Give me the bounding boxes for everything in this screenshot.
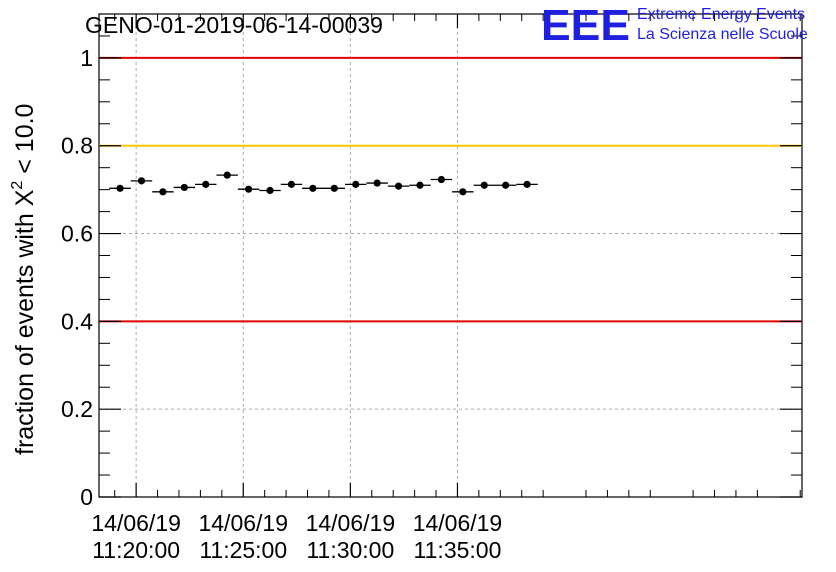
y-tick-label: 0.6 [61, 221, 93, 247]
x-tick-label-date: 14/06/19 [306, 510, 396, 536]
x-tick-label-date: 14/06/19 [413, 510, 503, 536]
eee-logo-letters: EEE [541, 1, 630, 50]
y-axis-label: fraction of events with X2 < 10.0 [9, 104, 39, 455]
x-tick-label-date: 14/06/19 [198, 510, 288, 536]
x-axis: 14/06/1911:20:0014/06/1911:25:0014/06/19… [91, 14, 801, 563]
y-tick-label: 0 [80, 484, 93, 510]
data-point [309, 184, 317, 192]
data-point [416, 181, 424, 189]
data-point [223, 171, 231, 179]
x-tick-label-time: 11:30:00 [306, 537, 394, 563]
data-point [137, 177, 146, 185]
grid [99, 14, 802, 497]
data-point [202, 180, 210, 188]
data-point [459, 188, 467, 196]
y-axis-label-main: fraction of events with X [11, 189, 39, 455]
data-point [116, 184, 124, 192]
chart-title: GENO-01-2019-06-14-00039 [85, 12, 383, 38]
x-tick-label-time: 11:25:00 [199, 537, 287, 563]
x-tick-label-time: 11:35:00 [414, 537, 502, 563]
data-point [373, 179, 381, 187]
data-point [437, 175, 445, 184]
data-point [352, 180, 360, 188]
x-tick-label-date: 14/06/19 [91, 510, 181, 536]
data-point [180, 183, 188, 192]
data-series [109, 171, 538, 196]
data-point [244, 185, 253, 193]
data-point [266, 186, 274, 195]
y-tick-label: 0.8 [61, 133, 93, 159]
y-axis-label-sup: 2 [9, 181, 26, 190]
data-point [159, 188, 167, 196]
y-tick-label: 1 [80, 45, 93, 71]
data-point [502, 181, 510, 189]
reference-lines [99, 56, 802, 323]
eee-logo: EEE Extreme Energy Events La Scienza nel… [541, 1, 808, 50]
eee-logo-line2: La Scienza nelle Scuole [637, 26, 808, 43]
y-axis-label-tail: < 10.0 [11, 104, 39, 181]
eee-logo-line1: Extreme Energy Events [637, 6, 805, 23]
x-tick-label-time: 11:20:00 [92, 537, 180, 563]
data-point [330, 184, 338, 192]
data-point [523, 180, 531, 188]
y-axis: 0 0.2 0.4 0.6 0.8 1 [61, 35, 802, 510]
data-point [287, 180, 296, 188]
data-point [394, 182, 403, 190]
data-point [480, 181, 488, 189]
plot-frame [98, 13, 803, 498]
y-tick-label: 0.2 [61, 396, 93, 422]
y-tick-label: 0.4 [61, 308, 93, 334]
